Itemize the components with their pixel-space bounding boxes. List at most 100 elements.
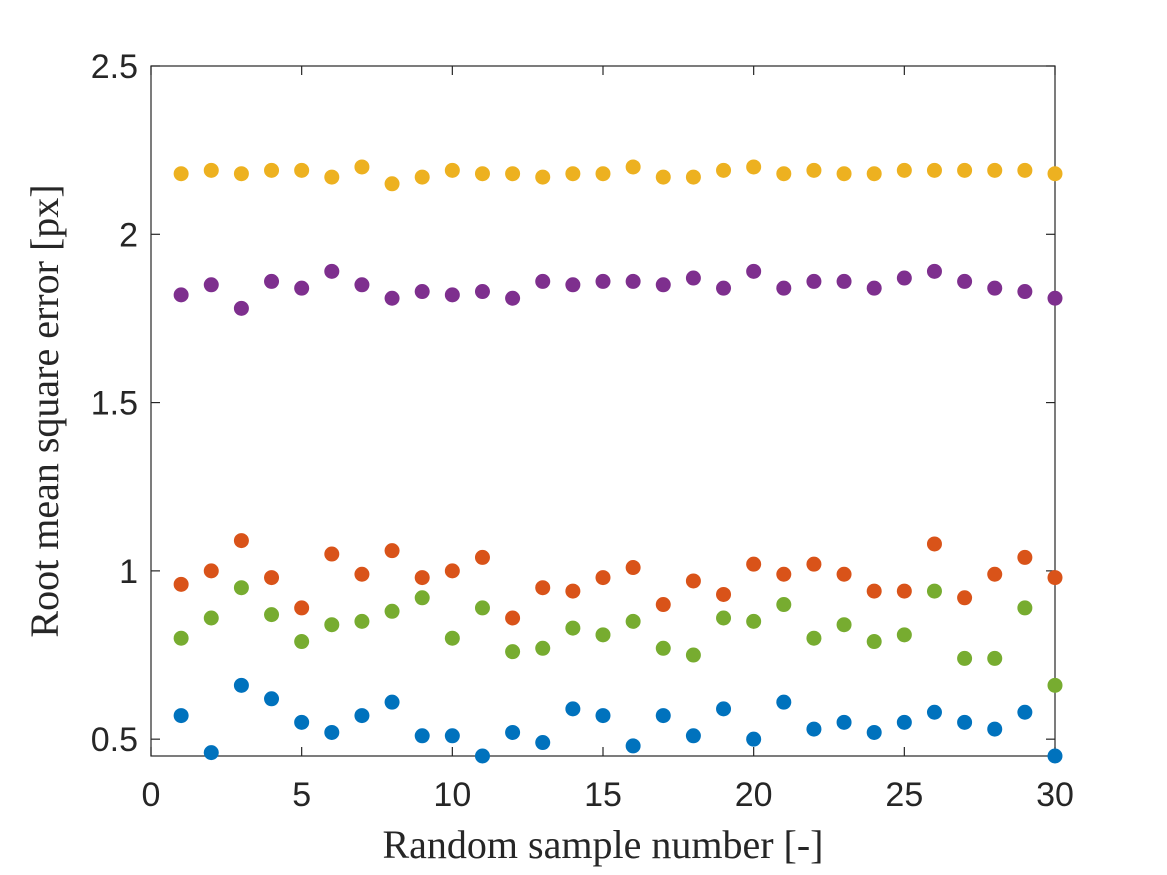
data-point bbox=[957, 714, 973, 730]
data-point bbox=[203, 610, 219, 626]
x-tick-label: 0 bbox=[142, 776, 161, 814]
series-1 bbox=[173, 677, 1063, 764]
data-point bbox=[716, 280, 732, 296]
data-point bbox=[806, 273, 822, 289]
y-tick-labels: 0.5 1 1.5 2 2.5 bbox=[91, 48, 138, 759]
data-point bbox=[264, 162, 280, 178]
data-point bbox=[505, 290, 521, 306]
data-point bbox=[957, 590, 973, 606]
data-point bbox=[294, 280, 310, 296]
data-point bbox=[444, 162, 460, 178]
data-point bbox=[264, 691, 280, 707]
data-point bbox=[294, 600, 310, 616]
data-point bbox=[535, 580, 551, 596]
data-point bbox=[685, 573, 701, 589]
data-point bbox=[173, 630, 189, 646]
data-point bbox=[685, 728, 701, 744]
data-point bbox=[625, 560, 641, 576]
data-point bbox=[1047, 748, 1063, 764]
data-point bbox=[1047, 290, 1063, 306]
data-point bbox=[565, 277, 581, 293]
data-point bbox=[987, 566, 1003, 582]
data-point bbox=[595, 273, 611, 289]
data-point bbox=[294, 162, 310, 178]
data-point bbox=[1047, 570, 1063, 586]
data-point bbox=[1017, 600, 1033, 616]
data-point bbox=[655, 277, 671, 293]
data-point bbox=[1017, 704, 1033, 720]
data-point bbox=[294, 714, 310, 730]
data-point bbox=[324, 724, 340, 740]
data-point bbox=[685, 270, 701, 286]
data-point bbox=[535, 640, 551, 656]
data-point bbox=[474, 549, 490, 565]
data-point bbox=[233, 166, 249, 182]
x-tick-label: 15 bbox=[584, 776, 622, 814]
data-point bbox=[203, 277, 219, 293]
data-point bbox=[264, 570, 280, 586]
data-point bbox=[595, 708, 611, 724]
y-tick-label: 2 bbox=[119, 216, 138, 254]
data-point bbox=[294, 634, 310, 650]
data-point bbox=[505, 166, 521, 182]
data-point bbox=[957, 273, 973, 289]
data-point bbox=[746, 263, 762, 279]
data-point bbox=[625, 273, 641, 289]
data-point bbox=[384, 543, 400, 559]
data-point bbox=[926, 704, 942, 720]
data-points bbox=[173, 159, 1063, 764]
data-point bbox=[926, 536, 942, 552]
data-point bbox=[535, 169, 551, 185]
data-point bbox=[926, 263, 942, 279]
data-point bbox=[444, 728, 460, 744]
data-point bbox=[354, 613, 370, 629]
data-point bbox=[746, 556, 762, 572]
data-point bbox=[806, 162, 822, 178]
data-point bbox=[836, 714, 852, 730]
data-point bbox=[655, 597, 671, 613]
data-point bbox=[746, 159, 762, 175]
data-point bbox=[173, 166, 189, 182]
data-point bbox=[233, 533, 249, 549]
data-point bbox=[866, 634, 882, 650]
data-point bbox=[836, 617, 852, 633]
data-point bbox=[384, 176, 400, 192]
data-point bbox=[444, 287, 460, 303]
data-point bbox=[595, 627, 611, 643]
data-point bbox=[595, 570, 611, 586]
y-tick-label: 2.5 bbox=[91, 48, 138, 86]
x-tick-label: 20 bbox=[735, 776, 773, 814]
data-point bbox=[716, 610, 732, 626]
y-axis-label: Root mean square error [px] bbox=[22, 184, 67, 637]
data-point bbox=[474, 284, 490, 300]
y-tick-label: 0.5 bbox=[91, 721, 138, 759]
data-point bbox=[384, 290, 400, 306]
data-point bbox=[685, 647, 701, 663]
data-point bbox=[414, 728, 430, 744]
data-point bbox=[957, 650, 973, 666]
data-point bbox=[565, 620, 581, 636]
series-5 bbox=[173, 580, 1063, 693]
data-point bbox=[565, 701, 581, 717]
data-point bbox=[1017, 284, 1033, 300]
data-point bbox=[474, 166, 490, 182]
data-point bbox=[716, 701, 732, 717]
data-point bbox=[384, 694, 400, 710]
data-point bbox=[414, 570, 430, 586]
data-point bbox=[896, 627, 912, 643]
x-tick-label: 30 bbox=[1036, 776, 1074, 814]
data-point bbox=[264, 607, 280, 623]
data-point bbox=[957, 162, 973, 178]
axis-ticks bbox=[150, 65, 1056, 756]
y-tick-label: 1.5 bbox=[91, 385, 138, 423]
x-tick-label: 10 bbox=[433, 776, 471, 814]
data-point bbox=[776, 694, 792, 710]
series-4 bbox=[173, 263, 1063, 316]
data-point bbox=[565, 166, 581, 182]
data-point bbox=[836, 166, 852, 182]
data-point bbox=[354, 159, 370, 175]
data-point bbox=[203, 563, 219, 579]
x-tick-labels: 0 5 10 15 20 25 30 bbox=[142, 776, 1074, 814]
data-point bbox=[1017, 162, 1033, 178]
